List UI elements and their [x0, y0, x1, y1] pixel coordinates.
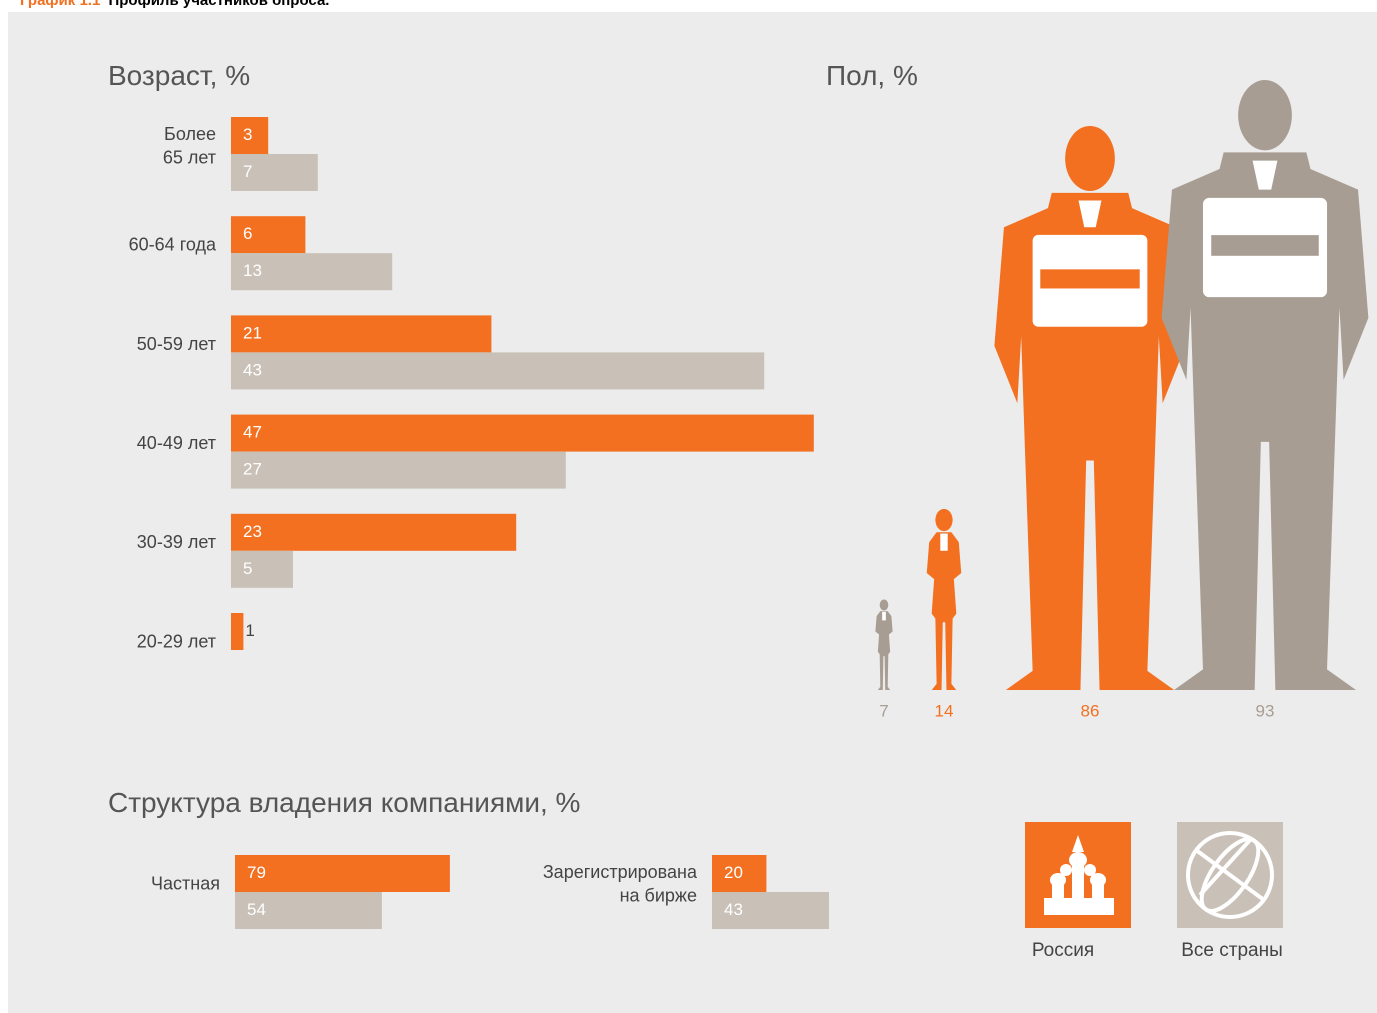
bar — [235, 892, 382, 929]
value-label: 79 — [247, 863, 266, 882]
chart-title: Возраст, % — [108, 60, 250, 91]
head — [1238, 80, 1292, 151]
category-label: 50-59 лет — [137, 334, 216, 354]
figure — [1161, 80, 1369, 690]
bar — [231, 253, 393, 291]
bar — [231, 550, 293, 588]
category-label: Более 65 лет — [163, 124, 216, 167]
value-label: 27 — [243, 460, 262, 479]
figure — [994, 125, 1186, 690]
shirt — [940, 533, 948, 551]
value-label: 21 — [243, 323, 262, 342]
value-label: 3 — [243, 125, 252, 144]
bar — [235, 855, 450, 892]
bar — [231, 513, 517, 551]
category-label: Зарегистрирована на бирже — [543, 862, 698, 905]
header-title: Профиль участников опроса. — [108, 0, 329, 9]
kremlin-icon — [1044, 835, 1114, 915]
arm — [1040, 269, 1140, 289]
category-label: 20-29 лет — [137, 631, 216, 651]
bar — [712, 892, 829, 929]
value-label: 6 — [243, 224, 252, 243]
bar — [231, 117, 269, 154]
header: График 1.1 Профиль участников опроса. — [20, 0, 329, 9]
head — [879, 599, 889, 611]
header-label: График 1.1 — [20, 0, 100, 9]
value-label: 23 — [243, 522, 262, 541]
globe-icon — [1186, 831, 1274, 919]
chart-title: Структура владения компаниями, % — [108, 787, 580, 818]
category-label: Частная — [151, 873, 220, 893]
value-label: 14 — [935, 701, 954, 720]
figure — [926, 508, 962, 690]
arm — [1211, 235, 1319, 256]
category-label: 40-49 лет — [137, 433, 216, 453]
bar — [231, 414, 814, 452]
value-label: 43 — [724, 900, 743, 919]
body — [875, 611, 893, 690]
bar — [231, 613, 244, 650]
collar — [1078, 200, 1102, 228]
value-label: 20 — [724, 863, 743, 882]
collar — [1252, 160, 1278, 190]
value-label: 1 — [245, 621, 254, 640]
bar — [231, 451, 566, 489]
value-label: 7 — [879, 701, 888, 720]
category-label: 30-39 лет — [137, 532, 216, 552]
value-label: 47 — [243, 423, 262, 442]
shirt — [882, 611, 886, 621]
body — [926, 532, 962, 690]
legend: Россия Все страны — [1025, 822, 1283, 961]
value-label: 5 — [243, 559, 252, 578]
figure — [875, 599, 893, 690]
bar — [231, 352, 765, 390]
legend-label: Все страны — [1181, 940, 1283, 961]
bar — [712, 855, 767, 892]
legend-label: Россия — [1032, 940, 1094, 961]
category-label: 60-64 года — [129, 235, 217, 255]
chart-title: Пол, % — [826, 60, 918, 91]
head — [1065, 125, 1115, 191]
value-label: 7 — [243, 162, 252, 181]
bar — [231, 216, 306, 254]
value-label: 93 — [1256, 701, 1275, 720]
value-label: 54 — [247, 900, 266, 919]
value-label: 13 — [243, 261, 262, 280]
bar — [231, 315, 492, 353]
head — [935, 508, 953, 532]
value-label: 86 — [1081, 701, 1100, 720]
bar — [231, 154, 318, 191]
value-label: 43 — [243, 360, 262, 379]
